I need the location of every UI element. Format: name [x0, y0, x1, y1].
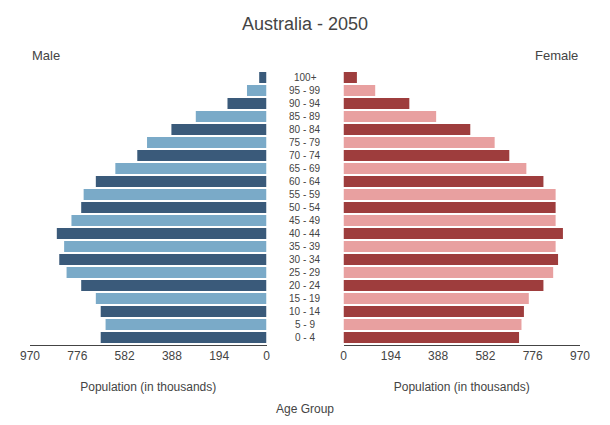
- svg-text:35 - 39: 35 - 39: [289, 241, 321, 252]
- svg-text:20 - 24: 20 - 24: [289, 280, 321, 291]
- svg-text:95 - 99: 95 - 99: [289, 85, 321, 96]
- svg-text:0 - 4: 0 - 4: [295, 332, 315, 343]
- svg-text:776: 776: [67, 349, 87, 363]
- svg-text:90 - 94: 90 - 94: [289, 98, 321, 109]
- svg-text:388: 388: [162, 349, 182, 363]
- svg-text:194: 194: [381, 349, 401, 363]
- svg-text:10 - 14: 10 - 14: [289, 306, 321, 317]
- svg-text:970: 970: [570, 349, 590, 363]
- svg-text:Population (in thousands): Population (in thousands): [394, 380, 530, 394]
- svg-text:194: 194: [209, 349, 229, 363]
- svg-text:70 - 74: 70 - 74: [289, 150, 321, 161]
- svg-text:776: 776: [523, 349, 543, 363]
- svg-text:65 - 69: 65 - 69: [289, 163, 321, 174]
- svg-text:Male: Male: [32, 48, 60, 63]
- svg-text:Population (in thousands): Population (in thousands): [80, 380, 216, 394]
- svg-text:582: 582: [475, 349, 495, 363]
- svg-text:60 - 64: 60 - 64: [289, 176, 321, 187]
- svg-text:15 - 19: 15 - 19: [289, 293, 321, 304]
- svg-text:30 - 34: 30 - 34: [289, 254, 321, 265]
- svg-text:40 - 44: 40 - 44: [289, 228, 321, 239]
- svg-text:Female: Female: [535, 48, 578, 63]
- svg-text:0: 0: [340, 349, 347, 363]
- svg-text:45 - 49: 45 - 49: [289, 215, 321, 226]
- svg-text:Australia - 2050: Australia - 2050: [242, 14, 368, 34]
- svg-text:388: 388: [428, 349, 448, 363]
- svg-text:55 - 59: 55 - 59: [289, 189, 321, 200]
- svg-text:Age Group: Age Group: [276, 402, 334, 416]
- svg-text:5 - 9: 5 - 9: [295, 319, 315, 330]
- svg-text:50 - 54: 50 - 54: [289, 202, 321, 213]
- svg-text:80 - 84: 80 - 84: [289, 124, 321, 135]
- svg-text:85 - 89: 85 - 89: [289, 111, 321, 122]
- svg-text:25 - 29: 25 - 29: [289, 267, 321, 278]
- svg-text:970: 970: [20, 349, 40, 363]
- svg-text:582: 582: [115, 349, 135, 363]
- svg-text:0: 0: [263, 349, 270, 363]
- svg-text:75 - 79: 75 - 79: [289, 137, 321, 148]
- svg-text:100+: 100+: [294, 72, 317, 83]
